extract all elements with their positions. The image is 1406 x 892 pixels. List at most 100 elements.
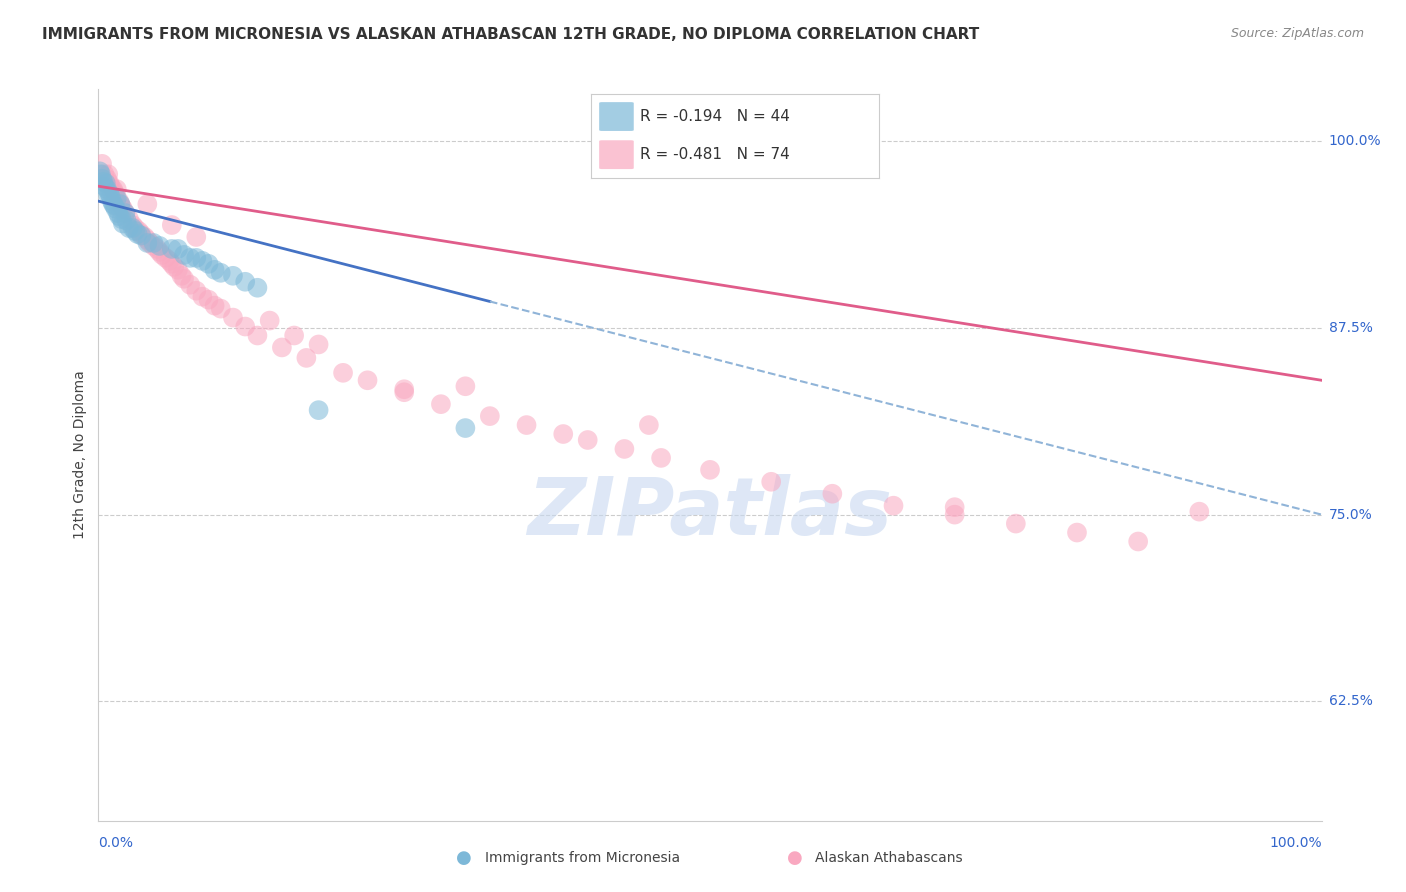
Text: 100.0%: 100.0% xyxy=(1270,836,1322,849)
Point xyxy=(209,301,232,316)
Point xyxy=(270,341,294,355)
Point xyxy=(93,179,115,194)
Text: 0.0%: 0.0% xyxy=(98,836,134,849)
Point xyxy=(576,433,599,447)
Point xyxy=(160,242,183,256)
Point xyxy=(111,200,134,214)
Point xyxy=(163,260,186,274)
Point xyxy=(204,299,226,313)
Point xyxy=(157,253,180,268)
Point xyxy=(100,179,122,194)
Point xyxy=(454,379,477,393)
Point xyxy=(515,418,537,433)
Point xyxy=(134,230,156,244)
Point xyxy=(150,248,173,262)
Point xyxy=(97,188,120,202)
Point xyxy=(191,253,214,268)
Point xyxy=(209,266,232,280)
Point xyxy=(96,182,118,196)
Point xyxy=(478,409,501,423)
Point xyxy=(943,508,966,522)
Point xyxy=(103,185,125,199)
Point xyxy=(222,268,245,283)
Point xyxy=(142,235,165,250)
Point xyxy=(167,262,190,277)
Point xyxy=(111,212,134,227)
Point xyxy=(186,251,208,265)
Point xyxy=(699,463,721,477)
Point xyxy=(613,442,636,456)
Point xyxy=(136,197,159,211)
Point xyxy=(167,242,190,256)
Point xyxy=(179,251,201,265)
Point xyxy=(101,194,124,209)
Point xyxy=(111,202,134,216)
Point xyxy=(1066,525,1088,540)
Point xyxy=(93,167,115,181)
Point xyxy=(186,284,208,298)
Point xyxy=(173,248,195,262)
Point xyxy=(105,182,128,196)
Point xyxy=(332,366,354,380)
Point xyxy=(943,500,966,515)
Point xyxy=(454,421,477,435)
FancyBboxPatch shape xyxy=(599,140,634,169)
Point xyxy=(129,228,152,243)
Text: 62.5%: 62.5% xyxy=(1329,694,1372,708)
Point xyxy=(295,351,318,365)
Point xyxy=(197,257,219,271)
Point xyxy=(259,313,281,327)
Point xyxy=(91,175,114,189)
Point xyxy=(114,206,136,220)
Text: ●: ● xyxy=(786,849,803,867)
Point xyxy=(91,157,114,171)
Point xyxy=(103,199,125,213)
Point xyxy=(1004,516,1026,531)
Point xyxy=(121,218,143,232)
Point xyxy=(883,499,905,513)
Point xyxy=(108,194,131,209)
Point xyxy=(392,382,416,396)
Point xyxy=(197,293,219,307)
Point xyxy=(149,244,172,259)
Point xyxy=(146,242,169,256)
Point xyxy=(191,290,214,304)
Point xyxy=(97,167,120,181)
Point xyxy=(160,257,183,271)
Point xyxy=(1128,534,1150,549)
Point xyxy=(155,251,177,265)
Point xyxy=(1188,505,1211,519)
Point xyxy=(186,230,208,244)
Y-axis label: 12th Grade, No Diploma: 12th Grade, No Diploma xyxy=(73,370,87,540)
Point xyxy=(170,268,193,283)
Text: 75.0%: 75.0% xyxy=(1329,508,1372,522)
Point xyxy=(222,310,245,325)
Point xyxy=(173,272,195,286)
Text: IMMIGRANTS FROM MICRONESIA VS ALASKAN ATHABASCAN 12TH GRADE, NO DIPLOMA CORRELAT: IMMIGRANTS FROM MICRONESIA VS ALASKAN AT… xyxy=(42,27,980,42)
Point xyxy=(308,337,330,351)
Point xyxy=(142,239,165,253)
Point xyxy=(233,319,256,334)
Point xyxy=(127,227,149,241)
Point xyxy=(110,197,132,211)
Point xyxy=(124,224,146,238)
Text: Source: ZipAtlas.com: Source: ZipAtlas.com xyxy=(1230,27,1364,40)
Point xyxy=(308,403,330,417)
Point xyxy=(90,167,112,181)
Point xyxy=(118,221,141,235)
Point xyxy=(124,221,146,235)
Point xyxy=(111,217,134,231)
Point xyxy=(110,197,132,211)
Text: R = -0.481   N = 74: R = -0.481 N = 74 xyxy=(640,147,789,162)
Point xyxy=(96,171,118,186)
Point xyxy=(553,427,575,442)
Point xyxy=(129,227,152,241)
Point xyxy=(233,275,256,289)
Point xyxy=(136,233,159,247)
Point xyxy=(91,171,114,186)
Point xyxy=(136,235,159,250)
Point xyxy=(430,397,453,411)
Point xyxy=(204,262,226,277)
Point xyxy=(128,224,150,238)
FancyBboxPatch shape xyxy=(599,103,634,131)
